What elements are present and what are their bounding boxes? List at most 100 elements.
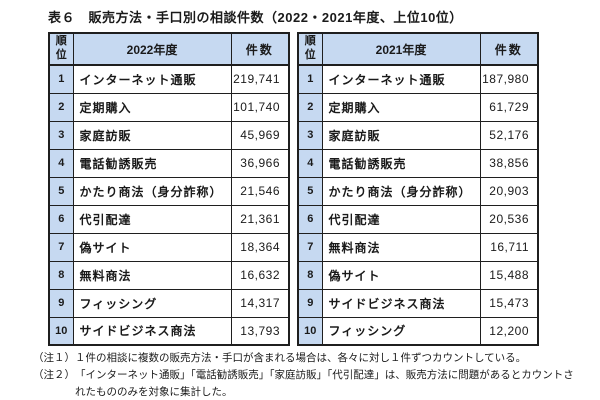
rank-cell: 3 <box>48 120 74 150</box>
count-cell: 15,473 <box>479 288 539 318</box>
rank-cell: 7 <box>48 232 74 262</box>
rank-cell: 9 <box>297 288 323 318</box>
table-row: 5 かたり商法（身分詐称） 21,546 <box>48 176 290 206</box>
table-row: 4 電話勧誘販売 38,856 <box>297 148 539 178</box>
item-cell: フィッシング <box>321 316 481 346</box>
table-row: 9 フィッシング 14,317 <box>48 288 290 318</box>
year-header: 2022年度 <box>72 32 232 66</box>
item-cell: 偽サイト <box>72 232 232 262</box>
count-cell: 36,966 <box>230 148 290 178</box>
count-cell: 14,317 <box>230 288 290 318</box>
header-row: 順位 2022年度 件数 <box>48 32 290 66</box>
count-cell: 18,364 <box>230 232 290 262</box>
count-cell: 20,903 <box>479 176 539 206</box>
year-header: 2021年度 <box>321 32 481 66</box>
rank-cell: 4 <box>48 148 74 178</box>
item-cell: フィッシング <box>72 288 232 318</box>
count-cell: 12,200 <box>479 316 539 346</box>
rank-cell: 5 <box>48 176 74 206</box>
rank-cell: 1 <box>297 64 323 94</box>
table-row: 7 偽サイト 18,364 <box>48 232 290 262</box>
rank-header: 順位 <box>48 32 74 66</box>
table-row: 8 偽サイト 15,488 <box>297 260 539 290</box>
table-2021: 順位 2021年度 件数 1 インターネット通販 187,980 2 定期購入 … <box>297 32 539 346</box>
item-cell: かたり商法（身分詐称） <box>321 176 481 206</box>
count-cell: 21,546 <box>230 176 290 206</box>
rank-cell: 10 <box>48 316 74 346</box>
item-cell: 無料商法 <box>321 232 481 262</box>
table-row: 6 代引配達 20,536 <box>297 204 539 234</box>
item-cell: サイドビジネス商法 <box>72 316 232 346</box>
rank-cell: 8 <box>297 260 323 290</box>
tables-container: 順位 2022年度 件数 1 インターネット通販 219,741 2 定期購入 … <box>48 32 539 346</box>
table-row: 5 かたり商法（身分詐称） 20,903 <box>297 176 539 206</box>
table-row: 6 代引配達 21,361 <box>48 204 290 234</box>
count-cell: 20,536 <box>479 204 539 234</box>
item-cell: 偽サイト <box>321 260 481 290</box>
table-row: 1 インターネット通販 187,980 <box>297 64 539 94</box>
rank-cell: 3 <box>297 120 323 150</box>
item-cell: インターネット通販 <box>72 64 232 94</box>
footnote-text: １件の相談に複数の販売方法・手口が含まれる場合は、各々に対し１件ずつカウントして… <box>75 353 527 364</box>
item-cell: 代引配達 <box>72 204 232 234</box>
table-row: 3 家庭訪販 45,969 <box>48 120 290 150</box>
item-cell: 電話勧誘販売 <box>72 148 232 178</box>
count-cell: 16,711 <box>479 232 539 262</box>
count-cell: 101,740 <box>230 92 290 122</box>
table-row: 2 定期購入 101,740 <box>48 92 290 122</box>
header-row: 順位 2021年度 件数 <box>297 32 539 66</box>
table-row: 9 サイドビジネス商法 15,473 <box>297 288 539 318</box>
count-cell: 45,969 <box>230 120 290 150</box>
footnote-1: （注１） １件の相談に複数の販売方法・手口が含まれる場合は、各々に対し１件ずつカ… <box>33 350 578 367</box>
table-row: 7 無料商法 16,711 <box>297 232 539 262</box>
rank-cell: 6 <box>297 204 323 234</box>
table-row: 3 家庭訪販 52,176 <box>297 120 539 150</box>
table-row: 10 サイドビジネス商法 13,793 <box>48 316 290 346</box>
rank-cell: 2 <box>48 92 74 122</box>
item-cell: 家庭訪販 <box>321 120 481 150</box>
item-cell: インターネット通販 <box>321 64 481 94</box>
item-cell: 代引配達 <box>321 204 481 234</box>
count-cell: 16,632 <box>230 260 290 290</box>
rank-cell: 7 <box>297 232 323 262</box>
count-cell: 38,856 <box>479 148 539 178</box>
table-row: 4 電話勧誘販売 36,966 <box>48 148 290 178</box>
item-cell: かたり商法（身分詐称） <box>72 176 232 206</box>
count-cell: 21,361 <box>230 204 290 234</box>
footnote-text: 「インターネット通販」「電話勧誘販売」「家庭訪販」「代引配達」は、販売方法に問題… <box>75 370 574 398</box>
footnote-label: （注１） <box>33 353 75 364</box>
count-header: 件数 <box>479 32 539 66</box>
table-row: 10 フィッシング 12,200 <box>297 316 539 346</box>
rank-header: 順位 <box>297 32 323 66</box>
rank-cell: 10 <box>297 316 323 346</box>
count-cell: 13,793 <box>230 316 290 346</box>
count-cell: 52,176 <box>479 120 539 150</box>
item-cell: サイドビジネス商法 <box>321 288 481 318</box>
item-cell: 定期購入 <box>72 92 232 122</box>
item-cell: 定期購入 <box>321 92 481 122</box>
count-cell: 219,741 <box>230 64 290 94</box>
table-2022: 順位 2022年度 件数 1 インターネット通販 219,741 2 定期購入 … <box>48 32 290 346</box>
table-row: 1 インターネット通販 219,741 <box>48 64 290 94</box>
count-cell: 187,980 <box>479 64 539 94</box>
count-cell: 15,488 <box>479 260 539 290</box>
rank-cell: 2 <box>297 92 323 122</box>
count-header: 件数 <box>230 32 290 66</box>
page-title: 表６ 販売方法・手口別の相談件数（2022・2021年度、上位10位） <box>48 10 463 25</box>
rank-cell: 5 <box>297 176 323 206</box>
rank-cell: 4 <box>297 148 323 178</box>
item-cell: 無料商法 <box>72 260 232 290</box>
item-cell: 家庭訪販 <box>72 120 232 150</box>
footnote-label: （注２） <box>33 370 75 381</box>
footnote-2: （注２） 「インターネット通販」「電話勧誘販売」「家庭訪販」「代引配達」は、販売… <box>33 367 578 400</box>
table-row: 2 定期購入 61,729 <box>297 92 539 122</box>
rank-cell: 1 <box>48 64 74 94</box>
item-cell: 電話勧誘販売 <box>321 148 481 178</box>
footnotes: （注１） １件の相談に複数の販売方法・手口が含まれる場合は、各々に対し１件ずつカ… <box>33 350 578 400</box>
rank-cell: 8 <box>48 260 74 290</box>
rank-cell: 9 <box>48 288 74 318</box>
rank-cell: 6 <box>48 204 74 234</box>
table-row: 8 無料商法 16,632 <box>48 260 290 290</box>
count-cell: 61,729 <box>479 92 539 122</box>
